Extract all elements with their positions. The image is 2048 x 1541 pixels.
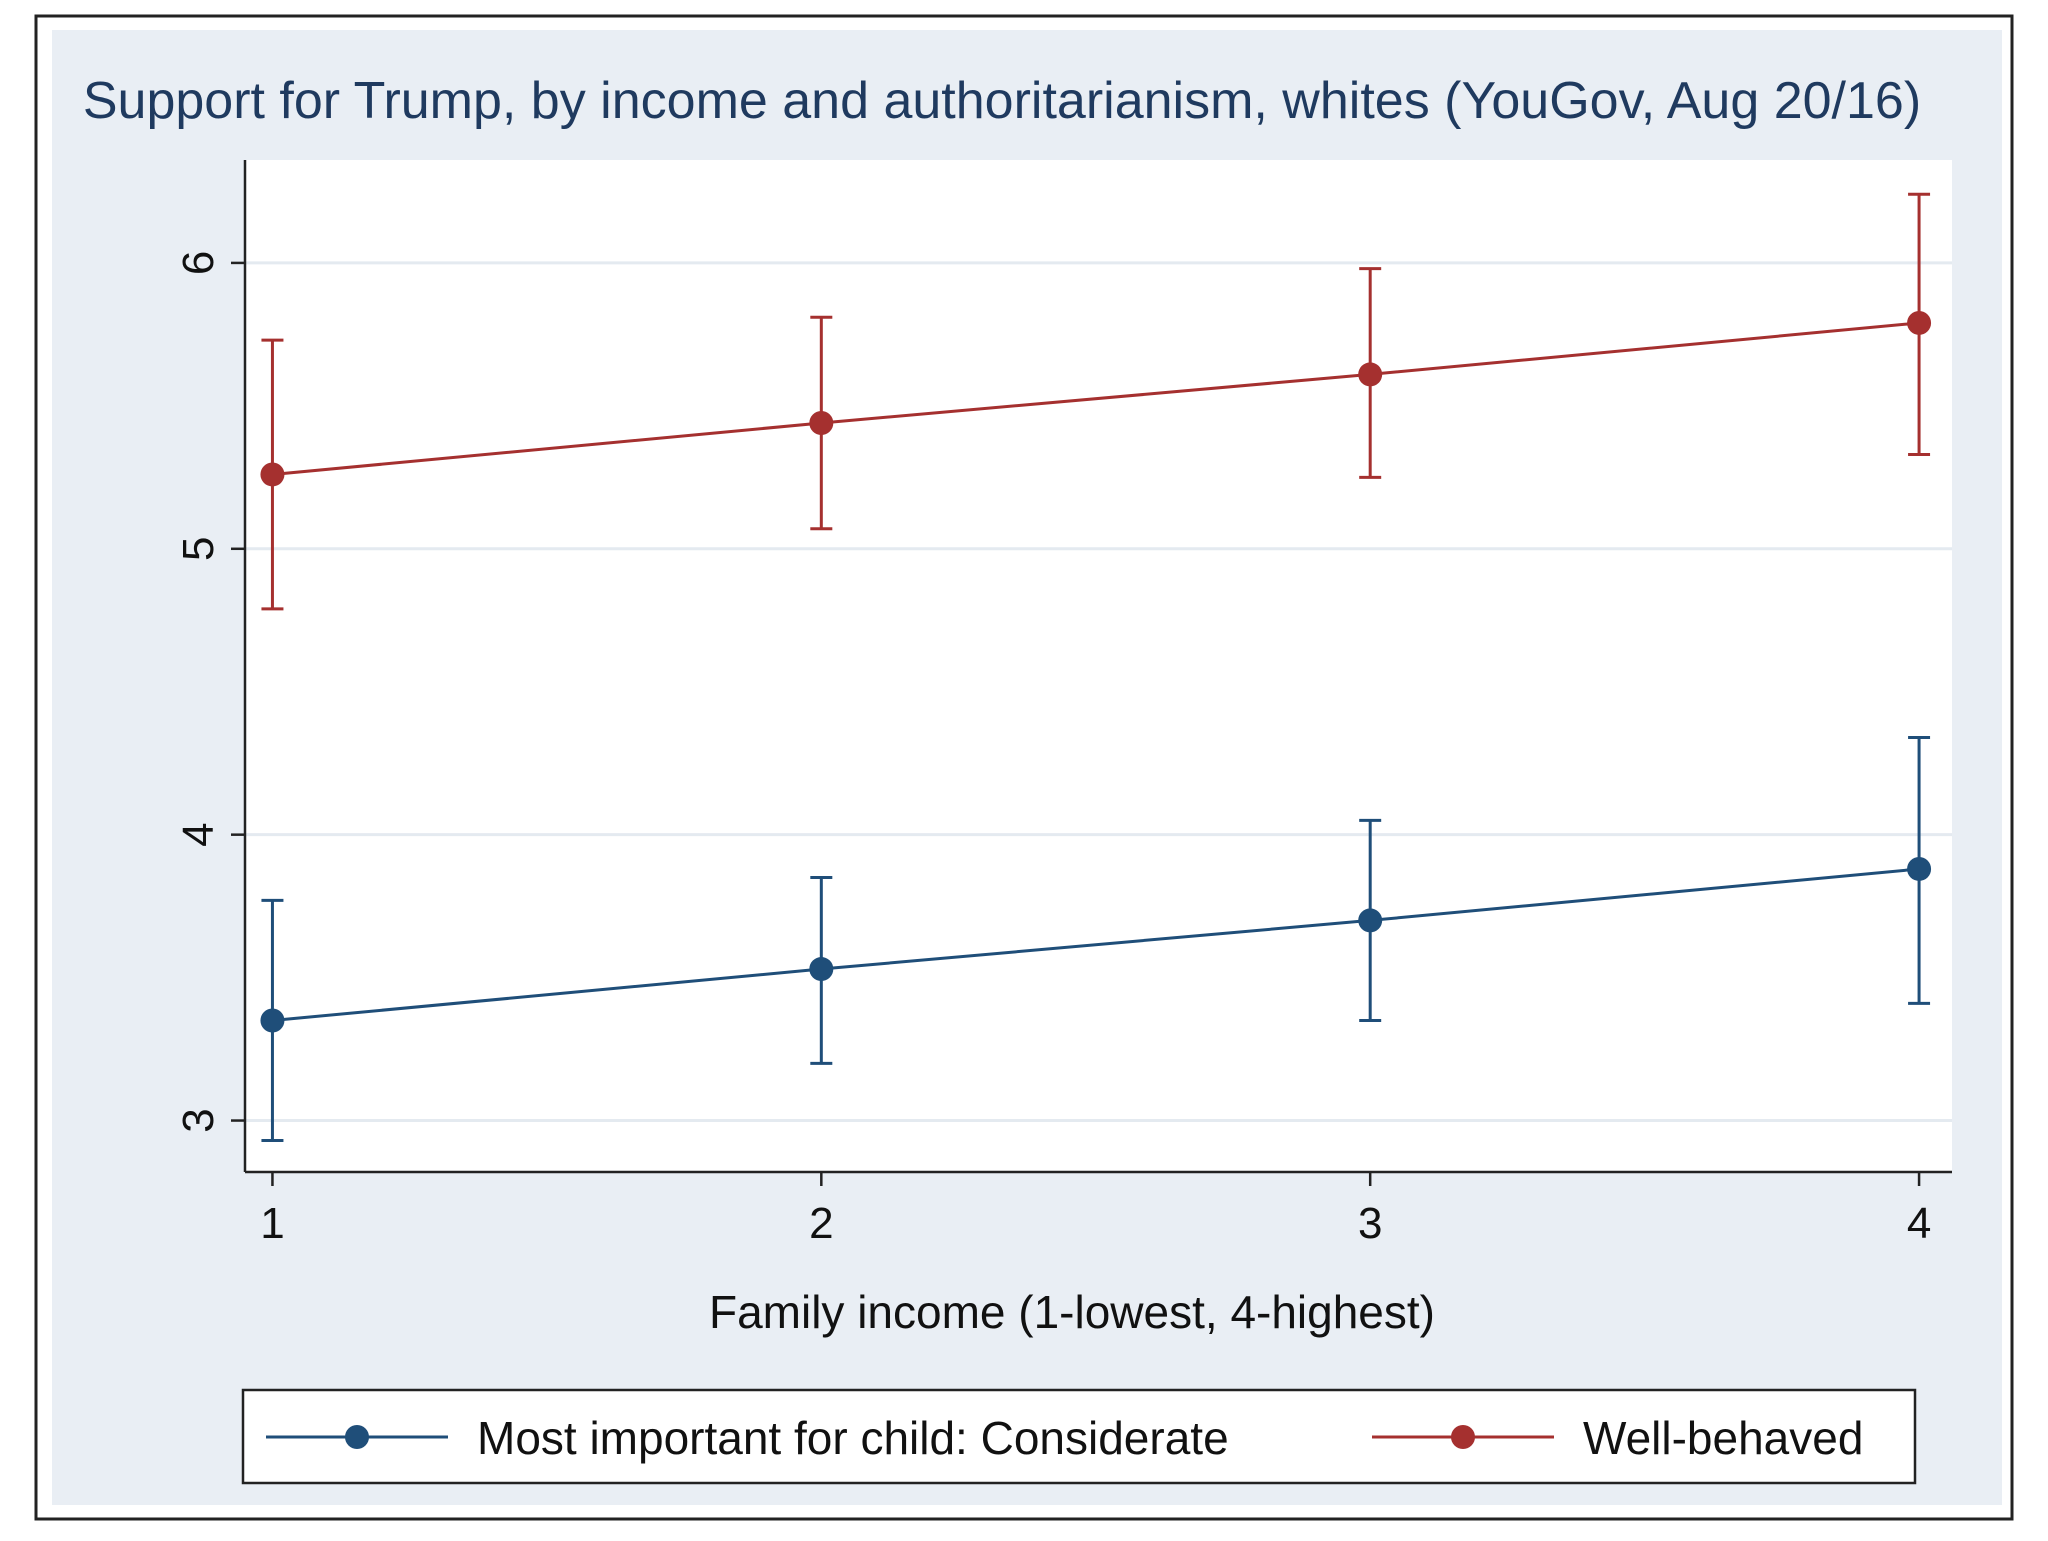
grid-layer bbox=[245, 261, 1952, 1123]
y-tick-label-0: 3 bbox=[174, 1108, 223, 1132]
legend: Most important for child: Considerate We… bbox=[241, 1388, 1917, 1485]
data-point-0-2 bbox=[1358, 908, 1383, 933]
legend-label-considerate: Most important for child: Considerate bbox=[477, 1412, 1229, 1464]
data-point-1-0 bbox=[260, 462, 285, 487]
chart-title: Support for Trump, by income and authori… bbox=[83, 72, 1921, 130]
x-tick-label-3: 4 bbox=[1907, 1199, 1931, 1248]
series-line-0 bbox=[272, 867, 1920, 1022]
x-tick-label-1: 2 bbox=[809, 1199, 833, 1248]
x-tick-label-0: 1 bbox=[260, 1199, 284, 1248]
data-point-0-1 bbox=[809, 957, 834, 982]
data-point-1-3 bbox=[1907, 310, 1932, 335]
legend-box bbox=[241, 1388, 1917, 1485]
data-point-0-0 bbox=[260, 1008, 285, 1033]
series-0 bbox=[260, 735, 1932, 1143]
y-tick-label-3: 6 bbox=[174, 251, 223, 275]
x-tick-label-2: 3 bbox=[1358, 1199, 1382, 1248]
legend-marker-well-behaved bbox=[1451, 1425, 1475, 1449]
y-tick-label-2: 5 bbox=[174, 537, 223, 561]
data-point-1-1 bbox=[809, 411, 834, 436]
legend-label-well-behaved: Well-behaved bbox=[1583, 1412, 1863, 1464]
series-line-1 bbox=[272, 321, 1920, 476]
axis-layer: 3 4 5 6 1 2 3 4 bbox=[174, 160, 1952, 1248]
data-point-1-2 bbox=[1358, 362, 1383, 387]
x-axis-label: Family income (1-lowest, 4-highest) bbox=[709, 1286, 1435, 1338]
plot-background bbox=[245, 160, 1952, 1172]
y-tick-label-1: 4 bbox=[174, 822, 223, 846]
legend-marker-considerate bbox=[345, 1425, 369, 1449]
data-point-0-3 bbox=[1907, 856, 1932, 881]
series-1 bbox=[260, 192, 1932, 611]
series-layer bbox=[260, 192, 1932, 1143]
